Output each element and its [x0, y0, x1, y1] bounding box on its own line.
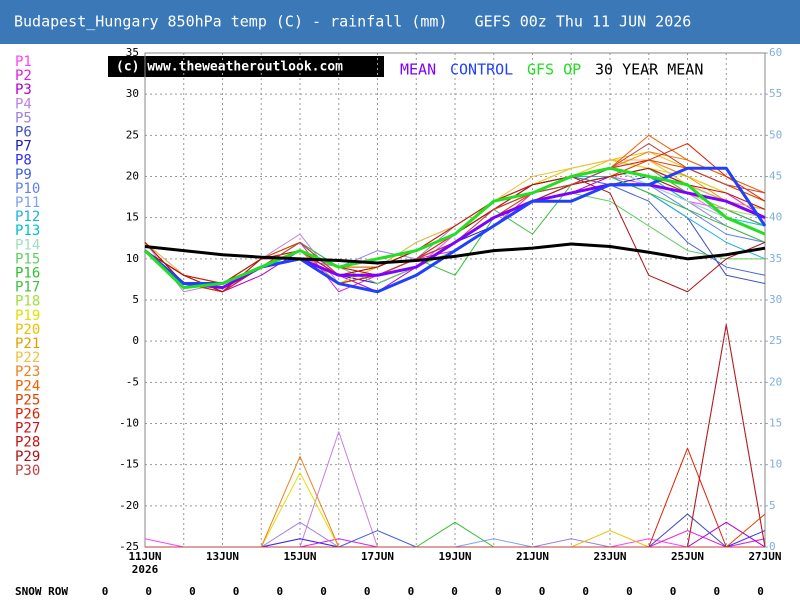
legend-entry: P26 — [15, 407, 40, 423]
snow-row-value: 0 — [757, 585, 764, 598]
legend-entry: P27 — [15, 421, 40, 437]
legend-entry: P18 — [15, 294, 40, 310]
y-tick-label: -15 — [119, 458, 139, 471]
y-tick-label: 10 — [126, 252, 139, 265]
x-tick-label: 25JUN — [671, 550, 704, 563]
snow-row-value: 0 — [582, 585, 589, 598]
main-line — [143, 166, 766, 290]
member-line — [144, 167, 766, 285]
main-line — [144, 242, 766, 265]
snow-row-value: 0 — [233, 585, 240, 598]
y2-tick-label: 60 — [769, 46, 782, 59]
y-tick-label: -20 — [119, 499, 139, 512]
legend-entry: P21 — [15, 336, 40, 352]
y-tick-label: -25 — [119, 540, 139, 553]
legend-entry: P13 — [15, 223, 40, 239]
legend-entry: P1 — [15, 54, 32, 70]
legend-entry: P22 — [15, 350, 40, 366]
x-tick-label: 11JUN — [128, 550, 161, 563]
snow-row-value: 0 — [451, 585, 458, 598]
y2-tick-label: 15 — [769, 417, 782, 430]
snow-row-label: SNOW ROW — [15, 585, 68, 598]
legend-entry: P6 — [15, 125, 32, 141]
legend-entry: CONTROL — [450, 61, 513, 79]
legend-entry: P8 — [15, 153, 32, 169]
y-tick-label: 15 — [126, 211, 139, 224]
y-tick-label: 30 — [126, 87, 139, 100]
x-tick-label: 15JUN — [283, 550, 316, 563]
legend-entry: P7 — [15, 139, 32, 155]
legend-entry: P25 — [15, 392, 40, 408]
y-tick-label: 25 — [126, 128, 139, 141]
y2-tick-label: 30 — [769, 293, 782, 306]
legend-entry: P12 — [15, 209, 40, 225]
y-tick-label: -10 — [119, 417, 139, 430]
legend-entry: P23 — [15, 364, 40, 380]
y-tick-label: 35 — [126, 46, 139, 59]
y2-tick-label: 55 — [769, 87, 782, 100]
legend-entry: P29 — [15, 449, 40, 465]
y2-tick-label: 10 — [769, 458, 782, 471]
legend-entry: GFS OP — [527, 61, 581, 79]
x-tick-label: 13JUN — [206, 550, 239, 563]
legend-entry: P16 — [15, 266, 40, 282]
copyright: (c) www.theweatheroutlook.com — [116, 60, 343, 75]
snow-row-value: 0 — [320, 585, 327, 598]
legend-entry: P9 — [15, 167, 32, 183]
legend-entry: P28 — [15, 435, 40, 451]
x-year-label: 2026 — [132, 563, 159, 576]
header-bar — [0, 0, 800, 44]
legend-entry: P24 — [15, 378, 40, 394]
snow-row-value: 0 — [189, 585, 196, 598]
x-tick-label: 23JUN — [593, 550, 626, 563]
y2-tick-label: 50 — [769, 128, 782, 141]
snow-row-value: 0 — [364, 585, 371, 598]
snow-row-value: 0 — [408, 585, 415, 598]
x-tick-label: 21JUN — [516, 550, 549, 563]
y-tick-label: 20 — [126, 170, 139, 183]
legend-entry: P20 — [15, 322, 40, 338]
legend-entry: P5 — [15, 110, 32, 126]
y2-tick-label: 20 — [769, 375, 782, 388]
y2-tick-label: 0 — [769, 540, 776, 553]
chart-title: Budapest_Hungary 850hPa temp (C) - rainf… — [14, 13, 691, 31]
legend-entry: P2 — [15, 68, 32, 84]
y2-tick-label: 40 — [769, 211, 782, 224]
legend-entry: 30 YEAR MEAN — [595, 61, 703, 79]
x-tick-label: 17JUN — [361, 550, 394, 563]
snow-row-value: 0 — [102, 585, 109, 598]
y-tick-label: -5 — [126, 375, 139, 388]
legend-entry: P19 — [15, 308, 40, 324]
snow-row-value: 0 — [713, 585, 720, 598]
legend-entry: P15 — [15, 251, 40, 267]
y2-tick-label: 25 — [769, 334, 782, 347]
legend-entry: P17 — [15, 280, 40, 296]
x-tick-label: 27JUN — [748, 550, 781, 563]
copyright-box — [108, 56, 384, 77]
y2-tick-label: 45 — [769, 170, 782, 183]
snow-row-value: 0 — [539, 585, 546, 598]
legend-entry: P14 — [15, 237, 40, 253]
legend-entry: P11 — [15, 195, 40, 211]
snow-row-value: 0 — [276, 585, 283, 598]
legend-entry: P10 — [15, 181, 40, 197]
snow-row-value: 0 — [670, 585, 677, 598]
y2-tick-label: 35 — [769, 252, 782, 265]
snow-row-value: 0 — [626, 585, 633, 598]
snow-row-value: 0 — [145, 585, 152, 598]
legend-entry: P4 — [15, 96, 32, 112]
snow-row-value: 0 — [495, 585, 502, 598]
legend-entry: P3 — [15, 82, 32, 98]
legend-entry: P30 — [15, 463, 40, 479]
y-tick-label: 5 — [132, 293, 139, 306]
legend-entry: MEAN — [400, 61, 436, 79]
y2-tick-label: 5 — [769, 499, 776, 512]
y-tick-label: 0 — [132, 334, 139, 347]
x-tick-label: 19JUN — [438, 550, 471, 563]
